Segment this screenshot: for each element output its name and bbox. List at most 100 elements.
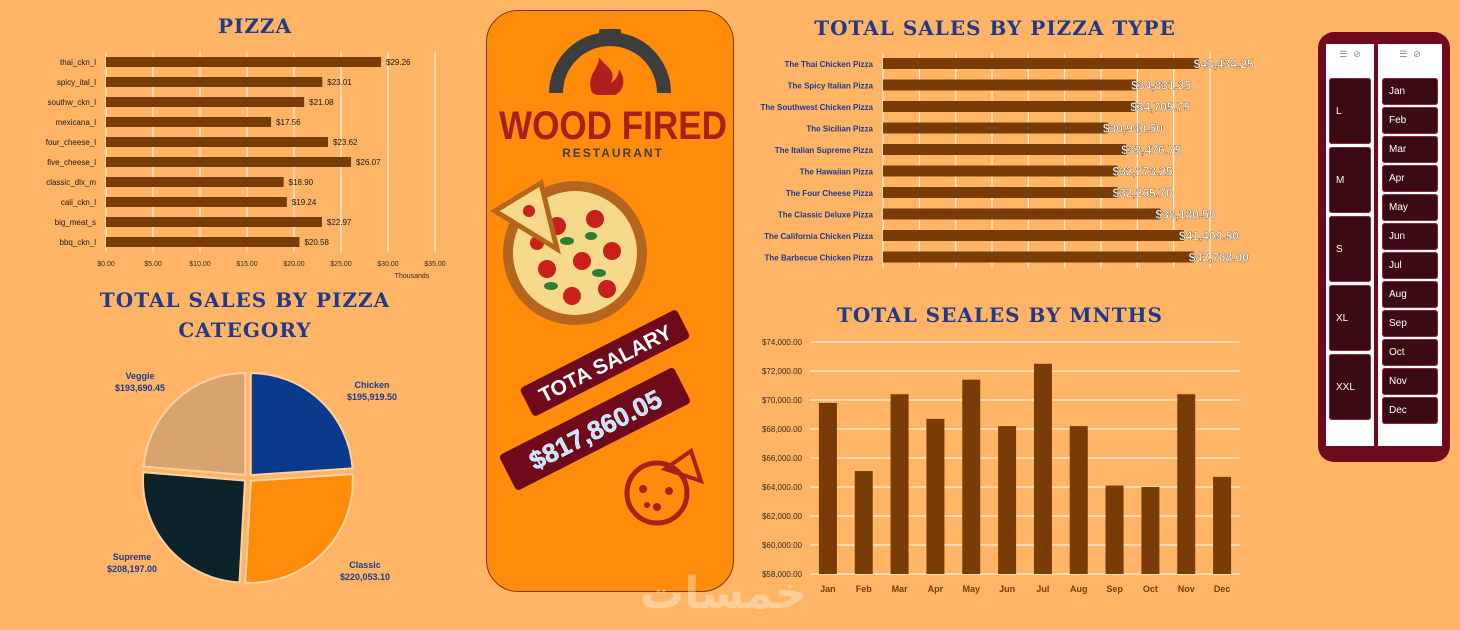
pie-slice: [244, 473, 354, 584]
bar: [1177, 394, 1196, 574]
poster-art: WOOD FIRED RESTAURANT TOTA SALARY $817,8…: [490, 29, 727, 526]
size-filter-xxl[interactable]: XXL: [1329, 354, 1371, 420]
month-chart-title: TOTAL SEALES BY MNTHS: [837, 303, 1163, 327]
size-filter-xl[interactable]: XL: [1329, 285, 1371, 351]
y-tick-label: $64,000.00: [762, 483, 803, 492]
bar: [998, 426, 1017, 574]
month-filter-oct[interactable]: Oct: [1382, 339, 1438, 366]
month-filter-aug[interactable]: Aug: [1382, 281, 1438, 308]
bar: [883, 144, 1127, 155]
category-label: The Classic Deluxe Pizza: [778, 211, 874, 220]
bar: [962, 379, 981, 574]
y-tick-label: $68,000.00: [762, 425, 803, 434]
data-label: $19.24: [292, 198, 317, 207]
month-filter-jan[interactable]: Jan: [1382, 78, 1438, 105]
category-label: The Four Cheese Pizza: [786, 189, 874, 198]
data-label: $42,768.00: [1189, 251, 1249, 265]
slice-value: $220,053.10: [340, 572, 390, 582]
x-unit-label: Thousands: [395, 273, 430, 280]
multi-select-icon[interactable]: ☰: [1339, 48, 1348, 59]
category-pie-chart: Chicken $195,919.50 Classic $220,053.10 Supr…: [107, 371, 397, 584]
category-label: thai_ckn_l: [60, 58, 96, 67]
data-label: $29.26: [386, 58, 411, 67]
x-tick-label: $15.00: [236, 261, 258, 268]
bar: [883, 208, 1161, 220]
month-filter-apr[interactable]: Apr: [1382, 165, 1438, 192]
pizza-slice-icon: [624, 447, 705, 526]
data-label: $32,265.70: [1112, 186, 1172, 200]
multi-select-icon[interactable]: ☰: [1399, 48, 1408, 59]
pizza-type-bar-chart: The Thai Chicken Pizza $43,434.25 The Spic…: [761, 53, 1254, 268]
bar: [106, 177, 284, 187]
data-label: $33,476.75: [1121, 143, 1181, 157]
data-label: $32,273.25: [1113, 165, 1173, 179]
month-slicer: ☰ ⊘ Jan Feb Mar Apr May Jun Jul Aug Sep Oct Nov Dec: [1378, 44, 1442, 446]
x-tick-label: $35.00: [424, 261, 446, 268]
bar: [854, 471, 873, 574]
bar: [106, 157, 352, 167]
x-tick-label: Aug: [1070, 584, 1088, 594]
slice-label: Veggie: [125, 371, 154, 381]
size-filter-m[interactable]: M: [1329, 147, 1371, 213]
pie-slice: [142, 372, 247, 477]
data-label: $34,705.75: [1130, 100, 1190, 114]
month-filter-nov[interactable]: Nov: [1382, 368, 1438, 395]
x-tick-label: Apr: [928, 584, 944, 594]
bar: [883, 79, 1137, 91]
bar: [1105, 485, 1124, 574]
category-label: mexicana_l: [56, 118, 97, 127]
pie-slice: [249, 372, 354, 477]
category-chart-title-line1: TOTAL SALES BY PIZZA: [99, 288, 391, 312]
data-label: $26.07: [356, 158, 381, 167]
month-filter-sep[interactable]: Sep: [1382, 310, 1438, 337]
size-slicer: ☰ ⊘ L M S XL XXL: [1326, 44, 1374, 446]
pizza-image: [490, 179, 647, 325]
bar: [883, 58, 1199, 69]
x-tick-label: Feb: [856, 584, 873, 594]
bar: [1069, 426, 1088, 574]
month-filter-may[interactable]: May: [1382, 194, 1438, 221]
category-label: cali_ckn_l: [61, 198, 96, 207]
category-label: five_cheese_l: [47, 158, 96, 167]
clear-filter-icon[interactable]: ⊘: [1413, 48, 1421, 59]
category-label: four_cheese_l: [46, 138, 96, 147]
x-tick-label: May: [962, 584, 980, 594]
category-label: big_meat_s: [55, 218, 96, 227]
pizza-bar-chart: $0.00 $5.00 $10.00 $15.00 $20.00 $25.00 $30.00…: [46, 52, 446, 280]
month-filter-jun[interactable]: Jun: [1382, 223, 1438, 250]
data-label: $34,831.25: [1131, 79, 1191, 93]
bar: [883, 122, 1108, 134]
slice-value: $193,690.45: [115, 383, 165, 393]
data-label: $30,940.50: [1103, 122, 1163, 136]
month-filter-mar[interactable]: Mar: [1382, 136, 1438, 163]
y-tick-label: $62,000.00: [762, 512, 803, 521]
data-label: $17.56: [276, 118, 301, 127]
bar: [883, 230, 1184, 241]
slicer-panel: ☰ ⊘ L M S XL XXL ☰ ⊘ Jan Feb Mar Apr May Jun Jul Au…: [1318, 32, 1450, 462]
data-label: $38,180.50: [1155, 208, 1215, 222]
brand-name: WOOD FIRED: [499, 104, 727, 148]
month-filter-dec[interactable]: Dec: [1382, 397, 1438, 424]
pie-slice: [141, 471, 247, 584]
month-filter-feb[interactable]: Feb: [1382, 107, 1438, 134]
month-bar-chart: $58,000.00 $60,000.00 $62,000.00 $64,000.00…: [762, 338, 1240, 594]
data-label: $23.62: [333, 138, 358, 147]
size-filter-s[interactable]: S: [1329, 216, 1371, 282]
slice-label: Classic: [349, 560, 381, 570]
clear-filter-icon[interactable]: ⊘: [1353, 48, 1361, 59]
bar: [1033, 363, 1052, 574]
size-filter-l[interactable]: L: [1329, 78, 1371, 144]
x-tick-label: Mar: [892, 584, 909, 594]
oven-logo-icon: [549, 29, 671, 95]
x-tick-label: Nov: [1178, 584, 1195, 594]
category-label: The Southwest Chicken Pizza: [761, 103, 874, 112]
brand-subtitle: RESTAURANT: [562, 146, 664, 160]
x-tick-label: Dec: [1214, 584, 1231, 594]
bar: [106, 57, 382, 67]
x-tick-label: $0.00: [97, 261, 115, 268]
x-tick-label: $10.00: [189, 261, 211, 268]
x-tick-label: $25.00: [330, 261, 352, 268]
category-label: southw_ckn_l: [48, 98, 97, 107]
bar: [890, 394, 909, 574]
month-filter-jul[interactable]: Jul: [1382, 252, 1438, 279]
